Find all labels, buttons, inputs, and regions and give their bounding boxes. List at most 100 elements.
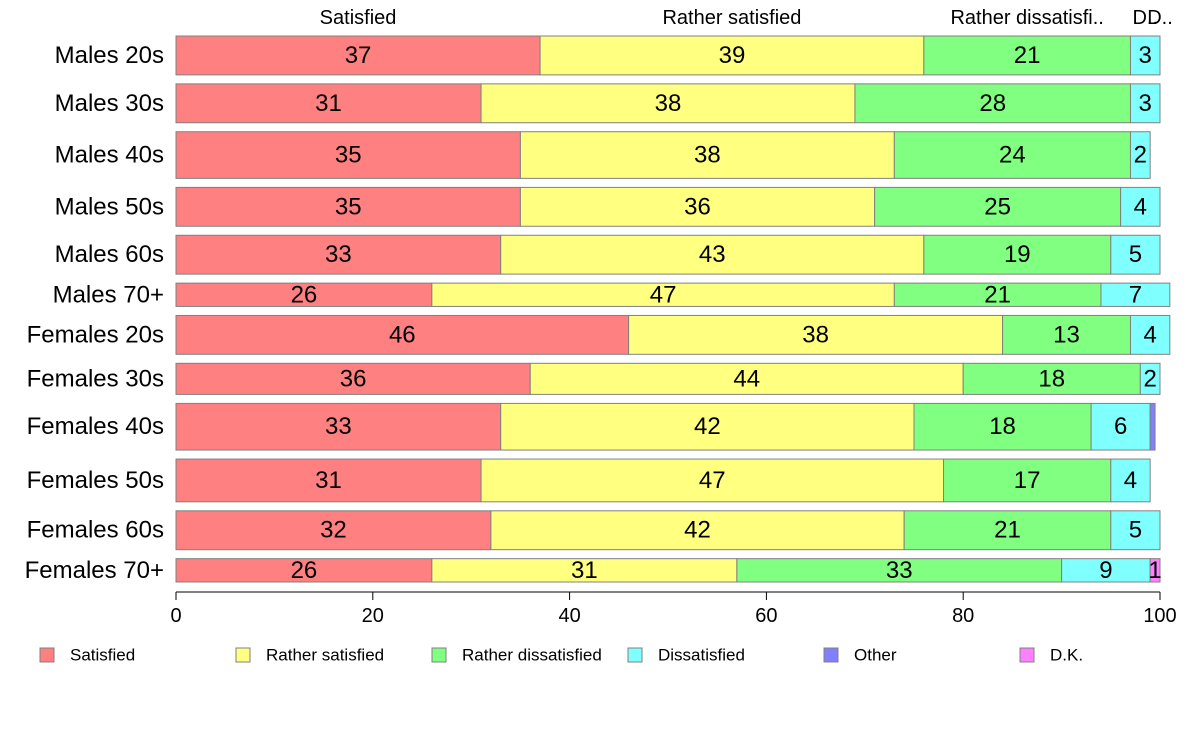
data-label: 21 [1014, 42, 1041, 69]
data-label: 18 [989, 413, 1016, 440]
row-females-40s: Females 40s 33 42 18 6 [27, 402, 1156, 451]
category-label: Females 30s [27, 365, 164, 392]
bar-segment-rather-dissatisfied [913, 402, 1092, 451]
legend: Satisfied Rather satisfied Rather dissatis… [39, 646, 1083, 665]
bar-segment-rather-satisfied [500, 234, 925, 275]
data-label: 39 [719, 42, 746, 69]
row-females-20s: Females 20s 46 38 13 4 [27, 314, 1171, 355]
data-label: 6 [1114, 413, 1127, 440]
x-axis: 0 20 40 60 80 100 [170, 591, 1177, 627]
data-label: 31 [315, 90, 342, 117]
data-label: 7 [1129, 281, 1142, 308]
bar-segment-d-k [1149, 558, 1161, 583]
legend-label: Rather dissatisfied [462, 646, 602, 665]
bar-segment-dissatisfied [1120, 186, 1161, 227]
category-label: Males 50s [55, 193, 164, 220]
bar-segment-satisfied [175, 83, 482, 124]
data-label: 44 [733, 365, 760, 392]
row-males-50s: Males 50s 35 36 25 4 [55, 186, 1161, 227]
legend-swatch-rather-satisfied [235, 647, 251, 663]
data-label: 21 [984, 281, 1011, 308]
data-label: 1 [1148, 557, 1161, 584]
data-label: 38 [655, 90, 682, 117]
bar-segment-dissatisfied [1129, 314, 1171, 355]
data-label: 33 [325, 413, 352, 440]
data-label: 25 [984, 193, 1011, 220]
bar-segment-rather-satisfied [490, 510, 905, 551]
data-label: 33 [886, 557, 913, 584]
bar-segment-satisfied [175, 131, 521, 179]
bar-segment-satisfied [175, 402, 502, 451]
data-label: 2 [1143, 365, 1156, 392]
data-label: 5 [1129, 517, 1142, 544]
category-label: Females 40s [27, 413, 164, 440]
data-label: 3 [1139, 90, 1152, 117]
data-label: 26 [291, 557, 318, 584]
data-label: 36 [684, 193, 711, 220]
legend-label: Satisfied [70, 646, 135, 665]
top-column-label: Satisfied [320, 7, 397, 29]
top-column-label: D.. [1147, 7, 1173, 29]
bar-segment-dissatisfied [1129, 35, 1161, 76]
category-label: Males 30s [55, 90, 164, 117]
bar-segment-rather-satisfied [500, 402, 915, 451]
data-label: 9 [1099, 557, 1112, 584]
data-label: 46 [389, 321, 416, 348]
category-label: Females 70+ [25, 557, 164, 584]
top-column-label: Rather dissatisfi.. [950, 7, 1103, 29]
data-label: 37 [345, 42, 372, 69]
bar-segment-satisfied [175, 314, 630, 355]
bar-segment-dissatisfied [1129, 83, 1161, 124]
legend-label: Other [854, 646, 897, 665]
bar-segment-rather-dissatisfied [1002, 314, 1131, 355]
top-column-label: Rather satisfied [662, 7, 801, 29]
data-label: 38 [802, 321, 829, 348]
bar-segment-rather-dissatisfied [854, 83, 1131, 124]
row-males-20s: Males 20s 37 39 21 3 [55, 35, 1161, 76]
category-label: Males 20s [55, 42, 164, 69]
legend-label: Rather satisfied [266, 646, 384, 665]
data-label: 31 [315, 467, 342, 494]
data-label: 4 [1134, 193, 1147, 220]
bar-segment-dissatisfied [1110, 510, 1161, 551]
bar-segment-rather-dissatisfied [903, 510, 1112, 551]
bar-segment-satisfied [175, 362, 531, 395]
row-females-70: Females 70+ 26 31 33 9 1 [25, 557, 1162, 584]
category-label: Females 60s [27, 517, 164, 544]
data-label: 24 [999, 142, 1026, 169]
x-tick-label: 100 [1143, 605, 1176, 627]
data-label: 47 [650, 281, 677, 308]
x-tick-label: 0 [170, 605, 181, 627]
data-label: 2 [1134, 142, 1147, 169]
data-label: 38 [694, 142, 721, 169]
bar-segment-satisfied [175, 234, 502, 275]
category-label: Males 70+ [53, 281, 164, 308]
legend-label: Dissatisfied [658, 646, 745, 665]
bar-segment-rather-dissatisfied [962, 362, 1141, 395]
data-label: 17 [1014, 467, 1041, 494]
data-label: 47 [699, 467, 726, 494]
bar-segment-satisfied [175, 510, 492, 551]
row-males-30s: Males 30s 31 38 28 3 [55, 83, 1161, 124]
bar-segment-dissatisfied [1129, 131, 1151, 179]
bar-segment-dissatisfied [1110, 234, 1161, 275]
bar-segment-satisfied [175, 186, 521, 227]
bar-segment-rather-satisfied [628, 314, 1004, 355]
category-label: Females 20s [27, 321, 164, 348]
category-label: Males 60s [55, 241, 164, 268]
category-label: Females 50s [27, 467, 164, 494]
data-label: 4 [1143, 321, 1156, 348]
legend-label: D.K. [1050, 646, 1083, 665]
data-label: 35 [335, 193, 362, 220]
data-label: 42 [684, 517, 711, 544]
legend-swatch-d-k [1019, 647, 1035, 663]
bar-segment-rather-dissatisfied [893, 131, 1131, 179]
data-label: 13 [1053, 321, 1080, 348]
row-females-60s: Females 60s 32 42 21 5 [27, 510, 1161, 551]
x-tick-label: 60 [755, 605, 777, 627]
bar-segment-rather-dissatisfied [874, 186, 1122, 227]
data-label: 18 [1038, 365, 1065, 392]
